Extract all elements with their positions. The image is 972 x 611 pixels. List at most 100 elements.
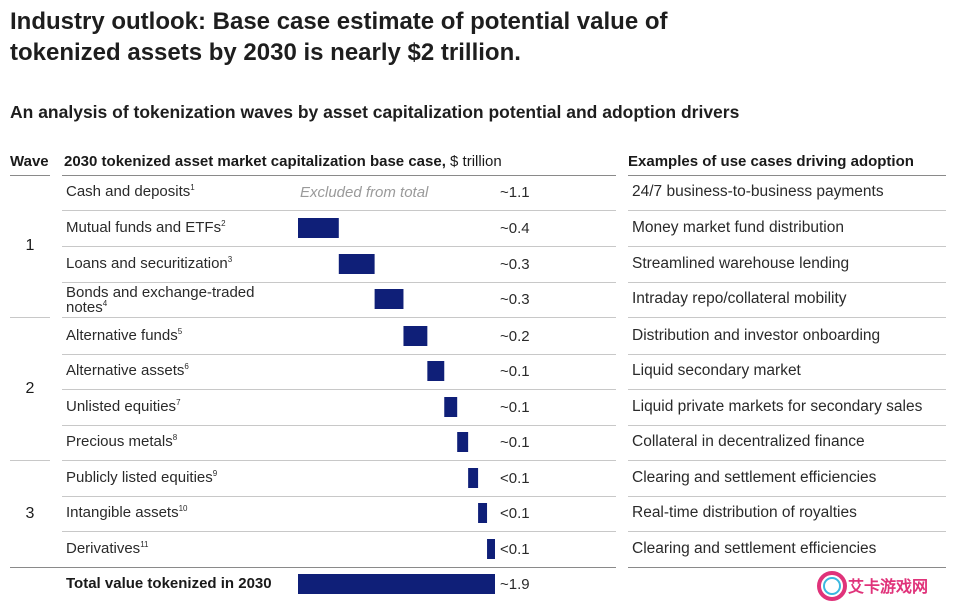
bar-alternative-funds <box>403 326 428 346</box>
row-divider-examples <box>628 317 946 318</box>
category-label: Publicly listed equities9 <box>66 469 218 486</box>
value-label: ~0.4 <box>500 220 530 237</box>
category-label: Derivatives11 <box>66 540 149 557</box>
total-label: Total value tokenized in 2030 <box>66 575 272 592</box>
value-label: ~0.3 <box>500 291 530 308</box>
footnote-marker: 1 <box>190 183 195 192</box>
footnote-marker: 3 <box>227 255 233 264</box>
row-divider <box>62 282 616 283</box>
value-label: ~0.3 <box>500 256 530 273</box>
row-divider <box>62 496 616 497</box>
row-divider-examples <box>628 282 946 283</box>
header-divider-wave <box>10 175 50 176</box>
total-divider <box>10 567 616 568</box>
category-text: Alternative assets <box>66 362 185 379</box>
category-column-header: 2030 tokenized asset market capitalizati… <box>64 153 502 170</box>
header-divider-examples <box>628 175 946 176</box>
watermark-logo: 艾卡游戏网 <box>812 566 962 606</box>
row-divider-examples <box>628 246 946 247</box>
footnote-marker: 7 <box>176 398 181 407</box>
wave-number: 3 <box>25 505 35 522</box>
example-use-case: Collateral in decentralized finance <box>632 433 865 450</box>
header-divider-category <box>62 175 616 176</box>
row-divider-examples <box>628 354 946 355</box>
category-text: Intangible assets <box>66 504 179 521</box>
row-divider-examples <box>628 496 946 497</box>
example-use-case: Distribution and investor onboarding <box>632 327 881 344</box>
category-label: Alternative funds5 <box>66 327 183 344</box>
row-divider <box>62 460 616 461</box>
excluded-note: Excluded from total <box>300 184 429 201</box>
row-divider <box>62 317 616 318</box>
category-text: Cash and deposits <box>66 183 191 200</box>
row-divider-examples <box>628 460 946 461</box>
example-use-case: Clearing and settlement efficiencies <box>632 540 877 557</box>
bar-loans-and-securitization <box>338 254 375 274</box>
example-use-case: Money market fund distribution <box>632 219 844 236</box>
row-divider <box>62 389 616 390</box>
row-divider <box>62 531 616 532</box>
footnote-marker: 11 <box>140 540 149 549</box>
category-text: Mutual funds and ETFs <box>66 219 222 236</box>
footnote-marker: 9 <box>212 469 218 478</box>
value-label: ~0.1 <box>500 399 530 416</box>
value-label: ~1.1 <box>500 184 530 201</box>
example-use-case: Liquid private markets for secondary sal… <box>632 398 923 415</box>
footnote-marker: 6 <box>184 362 189 371</box>
category-text: Bonds and exchange-traded notes4 <box>66 284 255 316</box>
category-label: Alternative assets6 <box>66 362 189 379</box>
row-divider-examples <box>628 425 946 426</box>
row-divider-examples <box>628 210 946 211</box>
row-divider <box>62 425 616 426</box>
examples-column-header: Examples of use cases driving adoption <box>628 153 914 170</box>
category-label: Unlisted equities7 <box>66 398 181 415</box>
bar-total <box>298 574 495 594</box>
footnote-marker: 4 <box>102 299 108 308</box>
bar-derivatives <box>487 539 495 559</box>
bar-unlisted-equities <box>444 397 458 417</box>
row-divider-examples <box>628 389 946 390</box>
row-divider-examples <box>628 531 946 532</box>
value-label: ~0.1 <box>500 434 530 451</box>
category-text: Loans and securitization <box>66 255 228 272</box>
category-text: Alternative funds <box>66 327 178 344</box>
bar-precious-metals <box>457 432 469 452</box>
category-label: Intangible assets10 <box>66 504 188 521</box>
value-label: ~0.1 <box>500 363 530 380</box>
total-value-label: ~1.9 <box>500 576 530 593</box>
wave-number: 2 <box>25 380 35 397</box>
bar-intangible-assets <box>478 503 488 523</box>
wave-divider <box>10 317 50 318</box>
category-text: Publicly listed equities <box>66 469 213 486</box>
wave-column-header: Wave <box>10 153 49 170</box>
footnote-marker: 8 <box>172 433 178 442</box>
value-label: <0.1 <box>500 505 530 522</box>
row-divider <box>62 246 616 247</box>
footnote-marker: 2 <box>221 219 226 228</box>
example-use-case: 24/7 business-to-business payments <box>632 183 884 200</box>
category-text: Unlisted equities <box>66 398 177 415</box>
total-divider-examples <box>628 567 946 568</box>
bar-mutual-funds-and-etfs <box>298 218 339 238</box>
row-divider <box>62 210 616 211</box>
example-use-case: Intraday repo/collateral mobility <box>632 290 847 307</box>
value-label: ~0.2 <box>500 328 530 345</box>
category-label: Mutual funds and ETFs2 <box>66 219 226 236</box>
row-divider <box>62 354 616 355</box>
page-title: Industry outlook: Base case estimate of … <box>10 8 668 66</box>
value-label: <0.1 <box>500 541 530 558</box>
bar-publicly-listed-equities <box>468 468 479 488</box>
footnote-marker: 5 <box>177 327 183 336</box>
category-label: Precious metals8 <box>66 433 178 450</box>
category-text: Derivatives <box>66 540 141 557</box>
category-label: Bonds and exchange-traded notes4 <box>66 285 281 315</box>
watermark-text: 艾卡游戏网 <box>848 577 928 596</box>
value-label: <0.1 <box>500 470 530 487</box>
wave-number: 1 <box>25 237 35 254</box>
example-use-case: Streamlined warehouse lending <box>632 255 850 272</box>
example-use-case: Real-time distribution of royalties <box>632 504 857 521</box>
category-text: Precious metals <box>66 433 173 450</box>
footnote-marker: 10 <box>178 504 188 513</box>
bar-bonds-and-exchange-traded-notes <box>374 289 404 309</box>
example-use-case: Clearing and settlement efficiencies <box>632 469 877 486</box>
